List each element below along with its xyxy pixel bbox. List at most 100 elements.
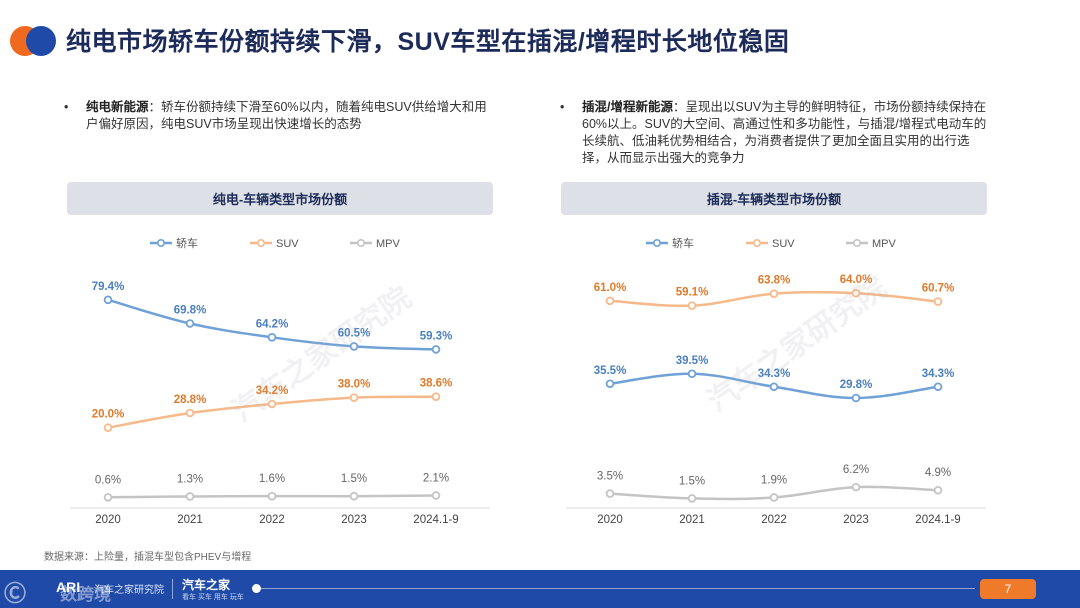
data-point: [769, 382, 779, 392]
data-label: 1.5%: [679, 475, 705, 487]
data-point: [851, 482, 861, 492]
data-label: 64.0%: [840, 274, 873, 286]
data-label: 0.6%: [95, 474, 121, 486]
data-point: [769, 289, 779, 299]
data-point: [103, 423, 113, 432]
data-label: 1.6%: [259, 473, 285, 485]
data-point: [349, 491, 359, 501]
data-point: [605, 379, 615, 389]
legend-label: MPV: [376, 238, 401, 250]
autohome-logo: 汽车之家: [182, 578, 231, 592]
bev-share-line-chart: 轿车 SUV MPV 2020 2021 2022 2023 2024.1-9 79.4% 69.…: [70, 236, 490, 526]
data-point: [185, 408, 195, 418]
data-label: 39.5%: [676, 355, 709, 367]
chart-title-bev: 纯电-车辆类型市场份额: [67, 182, 493, 215]
page-title: 纯电市场轿车份额持续下滑，SUV车型在插混/增程时长地位稳固: [66, 28, 790, 56]
autohome-tagline: 看车 买车 用车 玩车: [182, 594, 244, 601]
data-label: 60.7%: [922, 283, 955, 295]
bullet-marker: •: [560, 100, 565, 114]
phev-share-line-chart: 轿车 SUV MPV 2020 2021 2022 2023 2024.1-9 35.5% 39.…: [566, 236, 986, 526]
x-tick-label: 2023: [843, 514, 869, 526]
bullet-marker: •: [64, 100, 69, 114]
data-label: 61.0%: [594, 282, 627, 294]
data-point: [851, 393, 861, 403]
data-point: [687, 301, 697, 310]
legend-marker: [157, 238, 166, 247]
legend-item: SUV: [250, 238, 299, 250]
data-label: 34.3%: [758, 368, 791, 380]
data-label: 34.3%: [922, 368, 955, 380]
footer-divider: [172, 579, 173, 599]
data-label: 60.5%: [338, 327, 371, 339]
x-tick-label: 2023: [341, 514, 367, 526]
legend-item: MPV: [350, 238, 401, 250]
data-label: 64.2%: [256, 318, 289, 330]
data-label: 35.5%: [594, 365, 627, 377]
blue-dot-icon: [26, 26, 56, 56]
legend-marker: [653, 238, 662, 247]
overlay-watermark-icon: Ⓒ: [4, 581, 27, 606]
data-label: 1.5%: [341, 473, 367, 485]
source-note: 数据来源：上险量，插混车型包含PHEV与增程: [44, 552, 252, 563]
legend-item: MPV: [846, 238, 897, 250]
legend-label: 轿车: [176, 236, 198, 250]
legend-label: 轿车: [672, 236, 694, 250]
data-label: 3.5%: [597, 471, 623, 483]
data-label: 4.9%: [925, 467, 951, 479]
data-point: [103, 492, 113, 502]
data-point: [933, 382, 943, 392]
data-point: [687, 494, 697, 503]
data-label: 79.4%: [92, 281, 125, 293]
data-label: 69.8%: [174, 304, 207, 316]
legend-item: 轿车: [150, 236, 198, 250]
legend-marker: [356, 238, 365, 247]
data-point: [103, 295, 113, 305]
data-point: [933, 297, 943, 306]
data-point: [851, 288, 861, 298]
data-point: [687, 369, 697, 379]
bullet-term: 纯电新能源: [86, 100, 149, 114]
legend-label: MPV: [872, 238, 897, 250]
data-label: 29.8%: [840, 379, 873, 391]
data-label: 1.3%: [177, 473, 203, 485]
brand-dots-logo: [10, 24, 60, 58]
legend-marker: [852, 238, 861, 247]
data-point: [267, 333, 277, 342]
brand-name: 汽车之家研究院: [94, 585, 164, 596]
data-label: 59.3%: [420, 330, 453, 342]
data-label: 20.0%: [92, 409, 125, 421]
x-tick-label: 2021: [679, 514, 705, 526]
bullet-phev: • 插混/增程新能源：呈现出以SUV为主导的鲜明特征，市场份额持续保持在60%以…: [560, 99, 987, 167]
data-point: [431, 345, 441, 354]
data-label: 2.1%: [423, 472, 449, 484]
data-point: [185, 319, 195, 328]
legend-label: SUV: [276, 238, 299, 250]
overlay-watermark-text: 数跨境: [60, 585, 111, 604]
legend-item: SUV: [746, 238, 795, 250]
x-tick-label: 2020: [597, 514, 623, 526]
data-point: [769, 493, 779, 502]
legend-marker: [257, 238, 266, 247]
x-tick-label: 2024.1-9: [915, 514, 960, 526]
bullet-text: ：轿车份额持续下滑至60%以内，随着纯电SUV供给增大和用户偏好原因，纯电SUV…: [86, 100, 487, 131]
data-point: [185, 492, 195, 501]
data-label: 38.0%: [338, 379, 371, 391]
data-point: [431, 392, 441, 401]
x-tick-label: 2020: [95, 514, 121, 526]
data-point: [605, 489, 615, 498]
data-label: 1.9%: [761, 474, 787, 486]
progress-knob: [252, 584, 261, 593]
progress-track: [255, 588, 975, 589]
x-tick-label: 2024.1-9: [413, 514, 458, 526]
x-tick-label: 2022: [761, 514, 787, 526]
data-label: 59.1%: [676, 287, 709, 299]
data-label: 28.8%: [174, 394, 207, 406]
chart-title-phev: 插混-车辆类型市场份额: [561, 182, 987, 215]
bullet-text: ：呈现出以SUV为主导的鲜明特征，市场份额持续保持在60%以上。SUV的大空间、…: [582, 100, 987, 165]
legend-item: 轿车: [646, 236, 694, 250]
data-point: [349, 393, 359, 402]
data-point: [349, 342, 359, 351]
legend-marker: [753, 238, 762, 247]
x-tick-label: 2022: [259, 514, 285, 526]
legend-label: SUV: [772, 238, 795, 250]
